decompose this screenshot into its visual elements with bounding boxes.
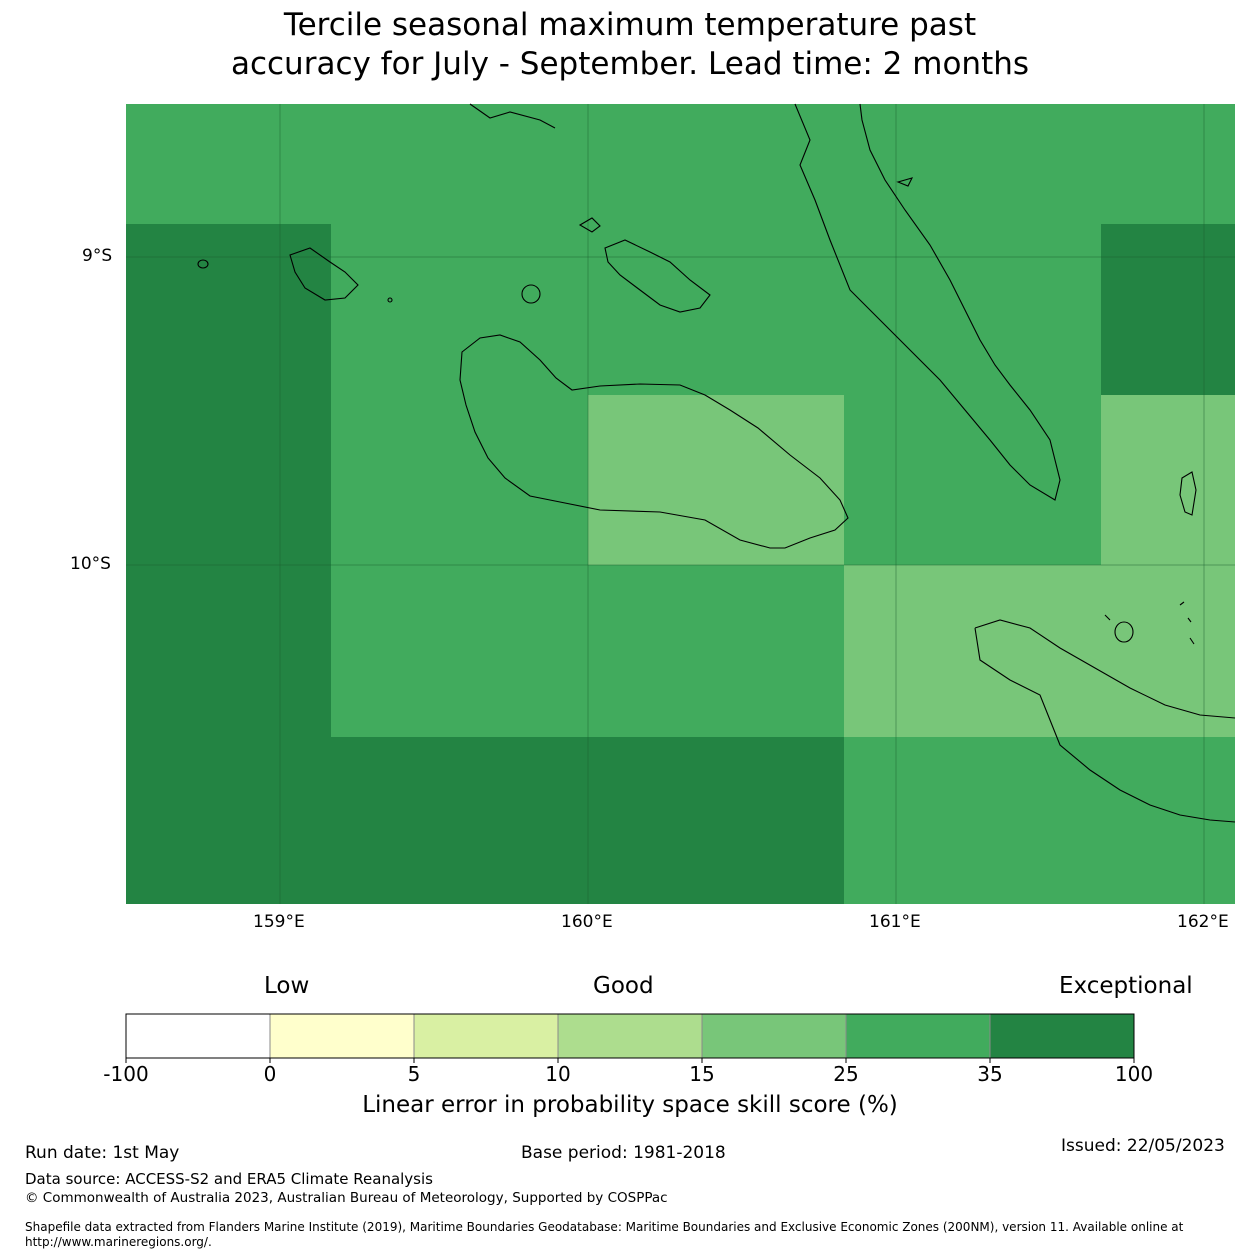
island-malaita: [794, 103, 1061, 501]
copyright: © Commonwealth of Australia 2023, Austra…: [25, 1190, 668, 1206]
data-source: Data source: ACCESS-S2 and ERA5 Climate …: [25, 1170, 433, 1188]
island-west-dot: [197, 259, 393, 303]
island-small-east: [1104, 601, 1195, 645]
colorbar-tick-25: 25: [833, 1062, 859, 1086]
island-savo: [521, 284, 541, 304]
issued-date: Issued: 22/05/2023: [1061, 1136, 1225, 1156]
colorbar-tick-0: 0: [263, 1062, 277, 1086]
island-ulawa: [1179, 471, 1197, 516]
swatch-10-15: [558, 1014, 702, 1058]
swatch-15-25: [702, 1014, 846, 1058]
cell-mid-left: [331, 395, 588, 565]
lon-label-159e: 159°E: [253, 912, 305, 932]
colorbar-tick-15: 15: [689, 1062, 715, 1086]
swatch-5-10: [414, 1014, 558, 1058]
island-san-cristobal: [974, 619, 1236, 823]
skill-cells: [126, 104, 1235, 904]
swatch-25-35: [846, 1014, 990, 1058]
swatch-0-5: [270, 1014, 414, 1058]
colorbar-tick-minus100: -100: [103, 1062, 149, 1086]
cell-mid-right: [844, 395, 1101, 565]
island-north-small: [896, 177, 914, 187]
cell-bottom-dark: [331, 737, 844, 904]
colorbar-outline: [125, 1013, 1135, 1059]
swatch-35-100: [990, 1014, 1134, 1058]
title-line-1: Tercile seasonal maximum temperature pas…: [283, 7, 977, 43]
swatch-minus100-0: [126, 1014, 270, 1058]
colorbar-tick-5: 5: [407, 1062, 421, 1086]
graticule: [126, 104, 1235, 904]
lon-label-162e: 162°E: [1177, 912, 1229, 932]
colorbar-tick-100: 100: [1114, 1062, 1154, 1086]
colorbar-word-good: Good: [593, 973, 654, 999]
coastlines: [197, 103, 1236, 823]
colorbar-tick-35: 35: [977, 1062, 1003, 1086]
title-line-2: accuracy for July - September. Lead time…: [230, 46, 1030, 82]
colorbar-label: Linear error in probability space skill …: [362, 1092, 898, 1118]
island-small-north: [469, 103, 601, 233]
cell-west-column: [126, 224, 331, 904]
lat-label-10s: 10°S: [70, 554, 111, 574]
island-russell: [289, 247, 359, 301]
island-nggela: [604, 239, 711, 313]
colorbar-word-low: Low: [264, 973, 310, 999]
lon-label-161e: 161°E: [869, 912, 921, 932]
cell-central-block: [331, 224, 1101, 395]
colorbar-word-exceptional: Exceptional: [1059, 973, 1193, 999]
lat-label-9s: 9°S: [82, 246, 113, 266]
cell-bottom-right: [844, 737, 1235, 904]
cell-lower-left: [331, 565, 844, 737]
chart-title: Tercile seasonal maximum temperature pas…: [0, 6, 1260, 84]
cell-east-light: [1101, 395, 1235, 565]
cell-northeast: [1101, 224, 1235, 395]
cell-top-band: [126, 104, 1235, 224]
lon-label-160e: 160°E: [561, 912, 613, 932]
run-date: Run date: 1st May: [25, 1143, 180, 1163]
colorbar-swatches: [126, 1014, 1134, 1058]
base-period: Base period: 1981-2018: [521, 1143, 726, 1163]
cell-lower-light: [844, 565, 1235, 737]
shapefile-credit: Shapefile data extracted from Flanders M…: [25, 1220, 1184, 1249]
cell-mid-light: [588, 395, 844, 565]
island-guadalcanal: [459, 334, 849, 549]
colorbar-tick-10: 10: [545, 1062, 571, 1086]
